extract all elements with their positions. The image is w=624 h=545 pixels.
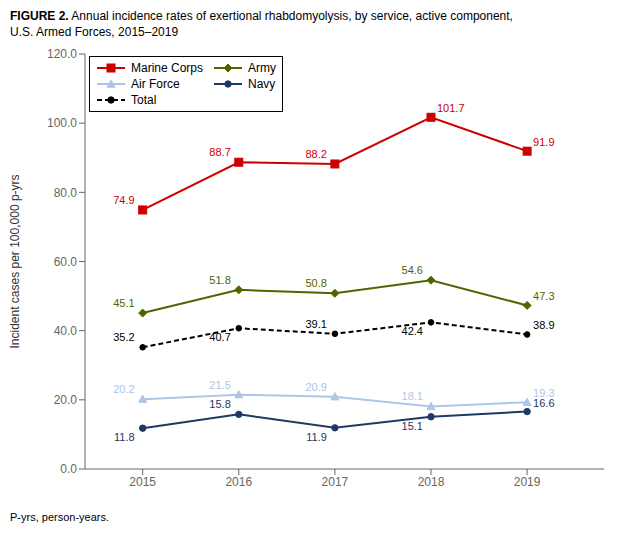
svg-text:2016: 2016 xyxy=(225,475,252,489)
svg-text:88.7: 88.7 xyxy=(209,146,230,158)
svg-text:40.7: 40.7 xyxy=(209,331,230,343)
svg-text:35.2: 35.2 xyxy=(113,331,134,343)
html-text:FIGURE 2. Annual incidence rat: FIGURE 2. Annual incidence rates of exer… xyxy=(10,9,513,39)
svg-text:42.4: 42.4 xyxy=(402,325,423,337)
svg-text:91.9: 91.9 xyxy=(533,136,554,148)
svg-text:50.8: 50.8 xyxy=(305,277,326,289)
svg-text:19.3: 19.3 xyxy=(533,387,555,400)
svg-text:100.0: 100.0 xyxy=(47,116,77,130)
svg-text:18.1: 18.1 xyxy=(402,390,423,402)
svg-text:16.6: 16.6 xyxy=(533,397,554,409)
svg-text:15.1: 15.1 xyxy=(402,420,423,432)
svg-text:120.0: 120.0 xyxy=(47,47,77,61)
svg-text:Incident cases per 100,000 p-y: Incident cases per 100,000 p-yrs xyxy=(8,174,22,348)
svg-text:2017: 2017 xyxy=(322,475,349,489)
svg-text:2019: 2019 xyxy=(514,475,541,489)
svg-text:15.8: 15.8 xyxy=(209,398,230,410)
html-text:Air Force: Air Force xyxy=(131,77,180,91)
svg-text:21.5: 21.5 xyxy=(209,379,230,391)
html-text:P-yrs, person-years.: P-yrs, person-years. xyxy=(10,511,109,523)
svg-text:39.1: 39.1 xyxy=(305,318,326,330)
html-text:Navy: Navy xyxy=(248,77,276,91)
svg-text:45.1: 45.1 xyxy=(113,297,134,309)
svg-text:74.9: 74.9 xyxy=(113,194,134,206)
svg-text:11.9: 11.9 xyxy=(306,431,327,443)
svg-text:47.3: 47.3 xyxy=(533,290,554,302)
svg-text:40.0: 40.0 xyxy=(54,324,78,338)
svg-text:2015: 2015 xyxy=(129,475,156,489)
svg-text:11.8: 11.8 xyxy=(114,431,135,443)
svg-text:101.7: 101.7 xyxy=(437,102,465,114)
svg-text:51.8: 51.8 xyxy=(209,274,230,286)
svg-text:0.0: 0.0 xyxy=(60,462,77,476)
svg-text:38.9: 38.9 xyxy=(533,319,554,331)
svg-text:80.0: 80.0 xyxy=(54,186,78,200)
html-text:Marine Corps: Marine Corps xyxy=(131,61,203,75)
svg-text:60.0: 60.0 xyxy=(54,255,78,269)
svg-text:20.9: 20.9 xyxy=(305,381,326,393)
svg-text:88.2: 88.2 xyxy=(305,148,326,160)
html-text:Total: Total xyxy=(131,93,157,107)
svg-text:54.6: 54.6 xyxy=(402,264,423,276)
html-text:Army: Army xyxy=(248,61,276,75)
svg-text:2018: 2018 xyxy=(418,475,445,489)
svg-text:20.2: 20.2 xyxy=(113,383,134,395)
svg-text:20.0: 20.0 xyxy=(54,393,78,407)
